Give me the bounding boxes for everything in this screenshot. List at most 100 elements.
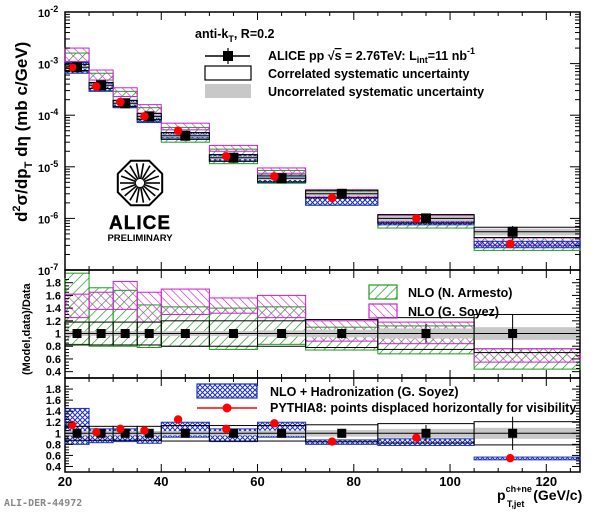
bot-pythia-point [270, 419, 279, 428]
alice-logo-ray [141, 165, 151, 180]
y-tick-label-mid: 1.8 [46, 278, 61, 290]
y-tick-label-top: 10-7 [38, 262, 58, 278]
legend-pythia-label: PYTHIA8: points displaced horizontally f… [270, 401, 576, 415]
bot-nlo-had-band [473, 456, 581, 461]
alice-logo-ray [142, 169, 156, 182]
mid-data-point [120, 329, 130, 339]
top-panel-points [65, 62, 580, 249]
alice-logo-ray [120, 183, 137, 191]
mid-data-point [228, 329, 238, 339]
top-data-point [420, 213, 431, 224]
legend-data-marker [223, 51, 233, 61]
alice-logo-ray [139, 163, 145, 180]
bot-pythia-point [412, 433, 421, 442]
top-pythia-point [412, 214, 421, 223]
legend-armesto-label: NLO (N. Armesto) [408, 286, 512, 300]
figure-id: ALI-DER-44972 [4, 498, 82, 509]
legend-nlo-had-swatch [196, 383, 258, 399]
bot-data-point [228, 428, 238, 438]
legend-pythia-marker [222, 403, 232, 413]
top-data-point [72, 62, 83, 73]
bot-data-point [120, 428, 130, 438]
bot-data-point [180, 428, 190, 438]
top-data-point [144, 111, 155, 122]
bot-pythia-point [222, 424, 231, 434]
bottom-panel-points [65, 415, 580, 463]
bot-data-point [337, 428, 347, 438]
top-data-point [336, 188, 347, 199]
bot-pythia-point [327, 437, 337, 446]
top-nlo-had-band [473, 240, 581, 249]
mid-soyez-band [136, 291, 162, 323]
x-axis-title: pch+ne T,jet (GeV/c) [497, 484, 582, 509]
middle-panel-bands [64, 272, 581, 370]
alice-logo-ray [143, 175, 160, 183]
top-soyez-band [64, 47, 90, 62]
jet-algorithm-annotation: anti-kT, R=0.2 [195, 27, 275, 44]
bot-pythia-point [92, 427, 101, 437]
y-tick-label-bot: 1.6 [46, 395, 61, 407]
legend-nlo-had-label: NLO + Hadronization (G. Soyez) [270, 385, 459, 399]
bot-pythia-point [68, 420, 77, 430]
alice-logo-ray [139, 186, 145, 203]
x-tick-label: 40 [154, 474, 168, 489]
alice-logo-octagon [116, 159, 164, 207]
bot-pythia-point [140, 426, 149, 435]
alice-logo-ray [120, 175, 137, 183]
y-tick-label-mid: 1.4 [46, 303, 62, 315]
alice-logo-preliminary: PRELIMINARY [107, 233, 173, 244]
alice-logo-ray [143, 183, 160, 191]
legend-soyez-swatch [368, 303, 398, 319]
top-data-point [180, 130, 191, 141]
mid-data-point [72, 329, 82, 339]
x-tick-label: 100 [439, 474, 461, 489]
alice-logo-ray [129, 165, 139, 180]
top-data-point [228, 152, 239, 163]
mid-soyez-band [208, 297, 259, 314]
top-nlo-had-band [305, 197, 379, 206]
legend-uncorrelated-swatch [205, 84, 251, 98]
top-pythia-point [91, 82, 101, 91]
top-pythia-point [67, 62, 77, 72]
alice-logo-ray [135, 163, 141, 180]
y-tick-label-bot: 0.8 [46, 439, 61, 451]
bottom-legend: NLO + Hadronization (G. Soyez) PYTHIA8: … [196, 383, 576, 415]
top-soyez-band [112, 87, 138, 98]
top-soyez-band [208, 144, 259, 152]
bot-data-point [421, 428, 431, 438]
legend-correlated-swatch [204, 65, 252, 81]
y-tick-label-bot: 1.2 [46, 417, 61, 429]
mid-data-point [337, 329, 347, 339]
bot-pythia-point [506, 453, 515, 463]
x-tick-label: 120 [535, 474, 557, 489]
y-tick-label-top: 10-6 [38, 210, 58, 226]
alice-logo-ray [142, 184, 156, 197]
y-tick-label-mid: 1 [55, 329, 61, 341]
y-tick-label-top: 10-4 [38, 107, 58, 123]
top-correlated-box [473, 226, 581, 239]
top-pythia-point [221, 151, 231, 161]
legend-armesto-swatch [368, 284, 398, 300]
top-soyez-band [160, 122, 210, 131]
top-pythia-point [140, 112, 149, 121]
legend-data-label: ALICE pp √s = 2.76TeV: Lint=11 nb-1 [268, 46, 475, 65]
alice-logo-ray [124, 169, 138, 182]
top-pythia-point [505, 239, 515, 249]
mid-data-point [144, 329, 154, 339]
alice-logo: ALICE PRELIMINARY [107, 159, 173, 244]
top-data-point [120, 98, 131, 109]
y-tick-label-mid: 1.6 [46, 290, 61, 302]
top-pythia-point [270, 172, 279, 181]
top-data-point [276, 173, 287, 184]
top-soyez-band [257, 167, 307, 174]
y-tick-label-bot: 1 [55, 428, 61, 440]
mid-soyez-band [88, 291, 114, 310]
top-pythia-point [327, 193, 337, 203]
y-tick-label-mid: 0.6 [46, 354, 61, 366]
y-axis-title-top: d2σ/dpT dη (mb c/GeV) [11, 42, 35, 222]
x-tick-label: 80 [347, 474, 361, 489]
mid-armesto-band [208, 307, 259, 350]
legend-soyez-label: NLO (G. Soyez) [408, 305, 499, 319]
bot-data-point [277, 428, 287, 438]
